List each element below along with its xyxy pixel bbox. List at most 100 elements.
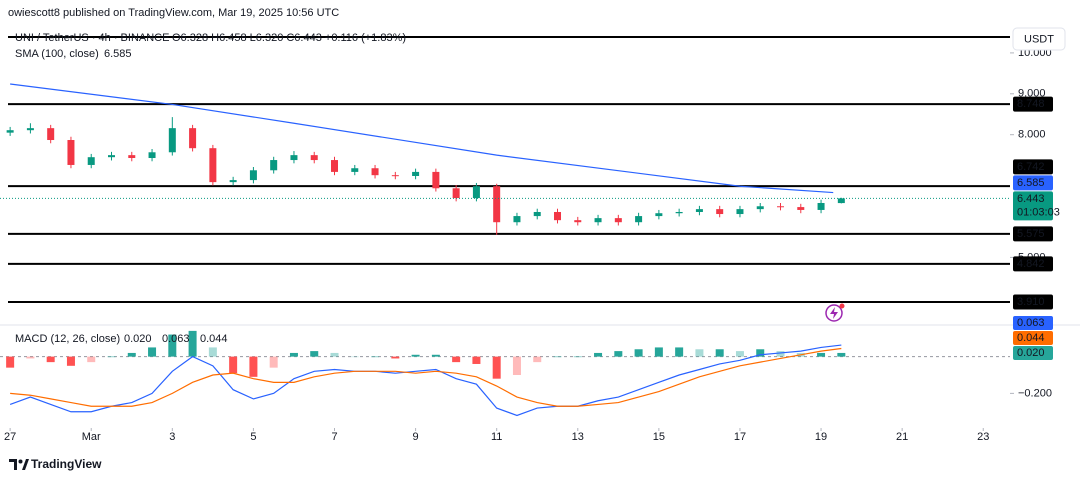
macd-histogram-bar [817, 352, 826, 357]
sma-price-label: 6.585 [1017, 177, 1045, 189]
level-label: 6.742 [1017, 161, 1045, 173]
macd-histogram-bar [269, 356, 278, 368]
macd-value-label: 0.044 [1017, 332, 1045, 344]
macd-histogram-bar [107, 356, 116, 358]
x-tick-label: 19 [815, 431, 827, 443]
candle-body [371, 168, 379, 176]
level-label-box [1013, 256, 1053, 272]
candle-body [533, 211, 541, 217]
macd-histogram-bar [330, 352, 339, 357]
candle-body [493, 186, 501, 223]
candle-body [6, 130, 14, 133]
macd-histogram-bar [391, 356, 400, 359]
events-icon[interactable] [825, 303, 845, 322]
macd-legend-value: 0.063 [162, 333, 190, 345]
x-tick-label: 11 [491, 431, 502, 443]
macd-histogram-bar [148, 347, 157, 357]
macd-histogram-bar [614, 351, 623, 357]
candle-body [351, 168, 359, 172]
macd-histogram-bar [654, 347, 663, 357]
candle-body [47, 128, 55, 141]
macd-histogram-bar [837, 352, 846, 357]
candle-body [736, 209, 744, 215]
macd-line [10, 347, 842, 407]
macd-legend-value: 0.044 [200, 333, 228, 345]
sma-legend-value: 6.585 [104, 48, 132, 60]
macd-histogram-bar [26, 356, 35, 359]
x-tick-label: 21 [896, 431, 908, 443]
level-label-box [1013, 294, 1053, 310]
macd-histogram-bar [66, 356, 75, 366]
footer-brand: TradingView [31, 457, 102, 471]
candle-body [695, 209, 703, 212]
macd-value-label: 0.063 [1017, 317, 1045, 329]
candle-body [26, 128, 34, 131]
candle-body [675, 211, 683, 214]
currency-label: USDT [1024, 33, 1054, 45]
macd-histogram-bar [695, 349, 704, 357]
candle-body [716, 209, 724, 215]
macd-histogram-bar [715, 349, 724, 357]
macd-histogram-bar [46, 356, 55, 363]
macd-histogram-bar [289, 352, 298, 357]
macd-histogram-bar [492, 356, 501, 379]
macd-histogram-bar [350, 356, 359, 358]
candle-body [310, 155, 318, 161]
macd-histogram-bar [735, 351, 744, 357]
x-tick-label: 23 [977, 431, 989, 443]
macd-line [9, 344, 842, 417]
last-price-label-box [1013, 191, 1053, 221]
candle-body [554, 211, 562, 221]
sma-price-label-box [1013, 175, 1053, 191]
candle-body [168, 128, 176, 153]
x-tick-label: 15 [653, 431, 665, 443]
macd-value-label: 0.020 [1017, 347, 1045, 359]
macd-histogram-bar [533, 356, 542, 363]
candle-body [655, 213, 663, 217]
level-label-box [1013, 96, 1053, 112]
candle-body [87, 157, 95, 165]
macd-histogram-bar [594, 352, 603, 357]
x-tick-label: 5 [250, 431, 256, 443]
candle-body [837, 198, 845, 204]
macd-value-box [1013, 315, 1053, 330]
macd-histogram-bar [512, 356, 521, 375]
candle-body [128, 155, 136, 159]
macd-histogram-bar [249, 356, 258, 377]
candle-body [209, 148, 217, 183]
candle-body [513, 216, 521, 223]
macd-histogram-bar [634, 349, 643, 357]
level-label: 5.575 [1017, 228, 1045, 240]
candle-body [412, 171, 420, 176]
macd-histogram-bar [208, 347, 217, 357]
x-tick-label: Mar [82, 431, 101, 443]
candle-body [229, 180, 237, 183]
macd-title: MACD (12, 26, close) [15, 333, 120, 345]
candle-body [108, 155, 116, 158]
level-label: 3.910 [1017, 296, 1045, 308]
candle-body [189, 128, 197, 149]
x-tick-label: 3 [169, 431, 175, 443]
candle-body [270, 160, 278, 171]
macd-histogram-bar [472, 356, 481, 364]
macd-histogram-bar [229, 356, 238, 374]
candle-body [614, 218, 622, 223]
x-tick-label: 7 [331, 431, 337, 443]
candle-body [756, 206, 764, 210]
macd-histogram-bar [6, 356, 15, 368]
candle-body [432, 171, 440, 189]
level-label-box [1013, 159, 1053, 175]
candle-body [817, 202, 825, 210]
macd-histogram-bar [168, 334, 177, 357]
candle-body [67, 140, 75, 165]
sma-line [10, 83, 834, 194]
candle-body [594, 218, 602, 223]
publish-header: owiescott8 published on TradingView.com,… [8, 7, 339, 19]
candle-body [249, 170, 257, 181]
candle-body [148, 152, 156, 159]
currency-button[interactable] [1012, 27, 1066, 51]
footer-logo: TradingView [9, 457, 102, 471]
candle-body [797, 207, 805, 210]
candle-body [290, 155, 298, 161]
candle-body [472, 186, 480, 199]
